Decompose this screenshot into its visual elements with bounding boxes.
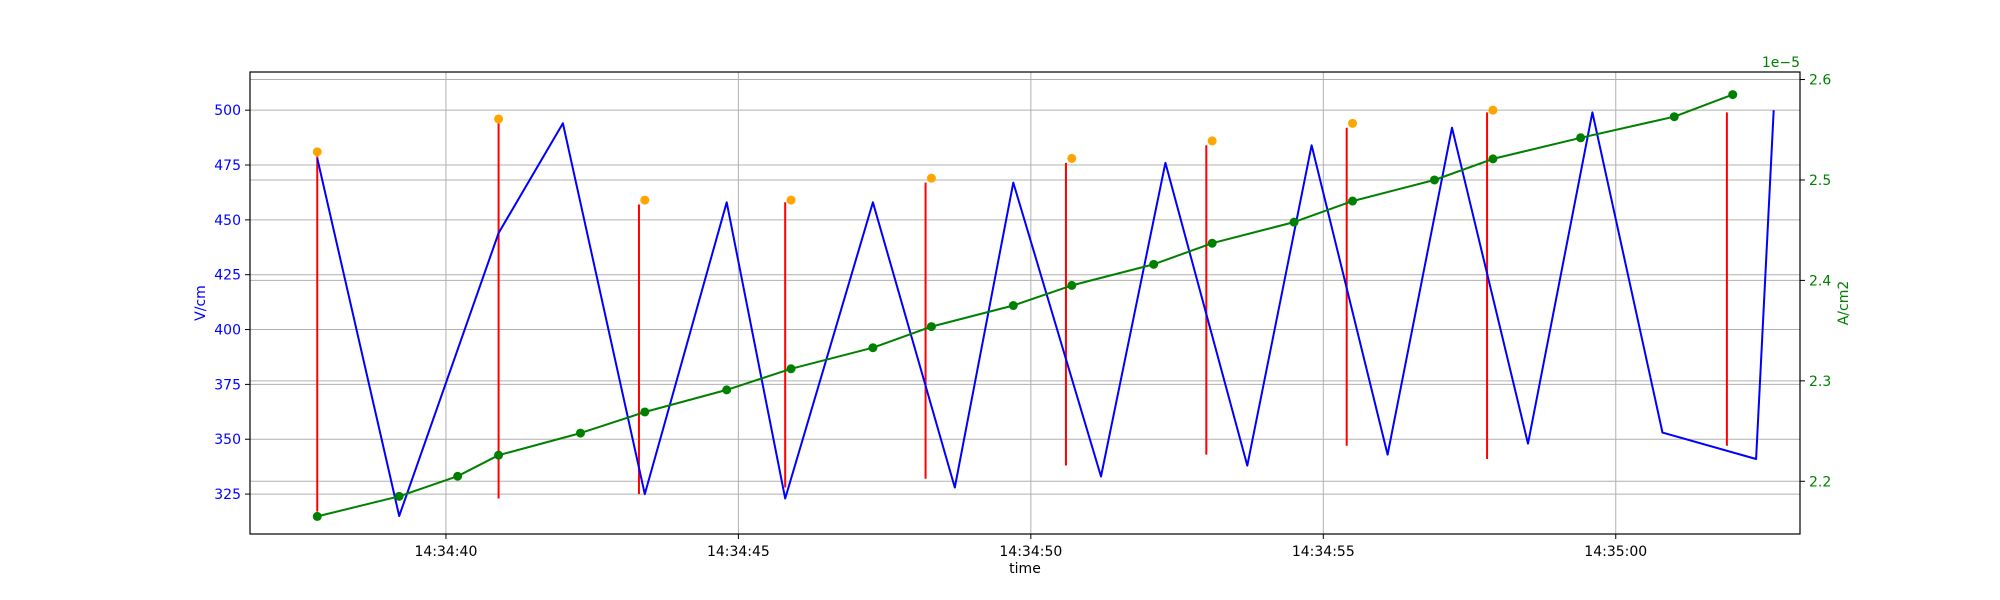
x-tick-label: 14:34:55 [1292,544,1355,560]
current-density-marker [722,385,732,395]
peak-marker [1348,118,1358,128]
current-density-marker [868,343,878,353]
current-density-marker [312,511,322,521]
y-right-tick-label: 2.2 [1809,474,1831,490]
y-left-tick-label: 425 [214,268,241,284]
x-tick-label: 14:34:45 [707,544,770,560]
current-density-marker [1348,196,1358,206]
current-density-marker [1488,154,1498,164]
current-density-marker [1289,217,1299,227]
y-left-tick-label: 325 [214,487,241,503]
y-left-tick-label: 500 [214,103,241,119]
current-density-marker [786,364,796,374]
current-density-marker [1008,301,1018,311]
y-left-tick-label: 475 [214,158,241,174]
y-right-tick-label: 2.3 [1809,374,1831,390]
current-density-marker [1576,133,1586,143]
y-right-tick-label: 2.6 [1809,73,1831,89]
current-density-marker [640,407,650,417]
peak-marker [640,195,650,205]
current-density-marker [1067,280,1077,290]
y-right-tick-label: 2.4 [1809,273,1831,289]
current-density-marker [1429,175,1439,185]
current-density-marker [1207,238,1217,248]
current-density-marker [575,428,585,438]
y-axis-right-title: A/cm2 [1836,281,1852,326]
y-axis-right: 2.2 2.3 2.4 2.5 2.6 [1800,73,1831,490]
y-left-tick-label: 400 [214,323,241,339]
y-axis-left: 325 350 375 400 425 450 475 500 [214,103,250,503]
grid [250,72,1800,534]
peak-marker [926,173,936,183]
plot-frame [249,71,1801,535]
y-left-tick-label: 350 [214,432,241,448]
peak-marker [1207,136,1217,146]
peak-marker [312,147,322,157]
current-density-marker [453,471,463,481]
plot-area [312,90,1775,521]
field-strength-line [316,110,1775,517]
y-left-tick-label: 450 [214,213,241,229]
peak-marker [494,114,504,124]
x-tick-label: 14:35:00 [1584,544,1647,560]
current-density-marker [926,322,936,332]
x-tick-label: 14:34:40 [414,544,477,560]
y-axis-right-offset-text: 1e−5 [1762,55,1800,71]
y-left-tick-label: 375 [214,377,241,393]
y-axis-left-title: V/cm [193,285,209,321]
current-density-line [317,93,1734,518]
current-density-marker [494,450,504,460]
current-density-marker [1669,112,1679,122]
peak-marker [1488,105,1498,115]
current-density-marker [1149,259,1159,269]
peak-marker [786,195,796,205]
x-axis-title: time [1009,561,1041,577]
current-density-marker [394,491,404,501]
y-right-tick-label: 2.5 [1809,173,1831,189]
current-density-marker [1728,90,1738,100]
x-tick-label: 14:34:50 [999,544,1062,560]
x-axis: 14:34:40 14:34:45 14:34:50 14:34:55 14:35:00 [414,534,1647,560]
peak-marker [1067,153,1077,163]
